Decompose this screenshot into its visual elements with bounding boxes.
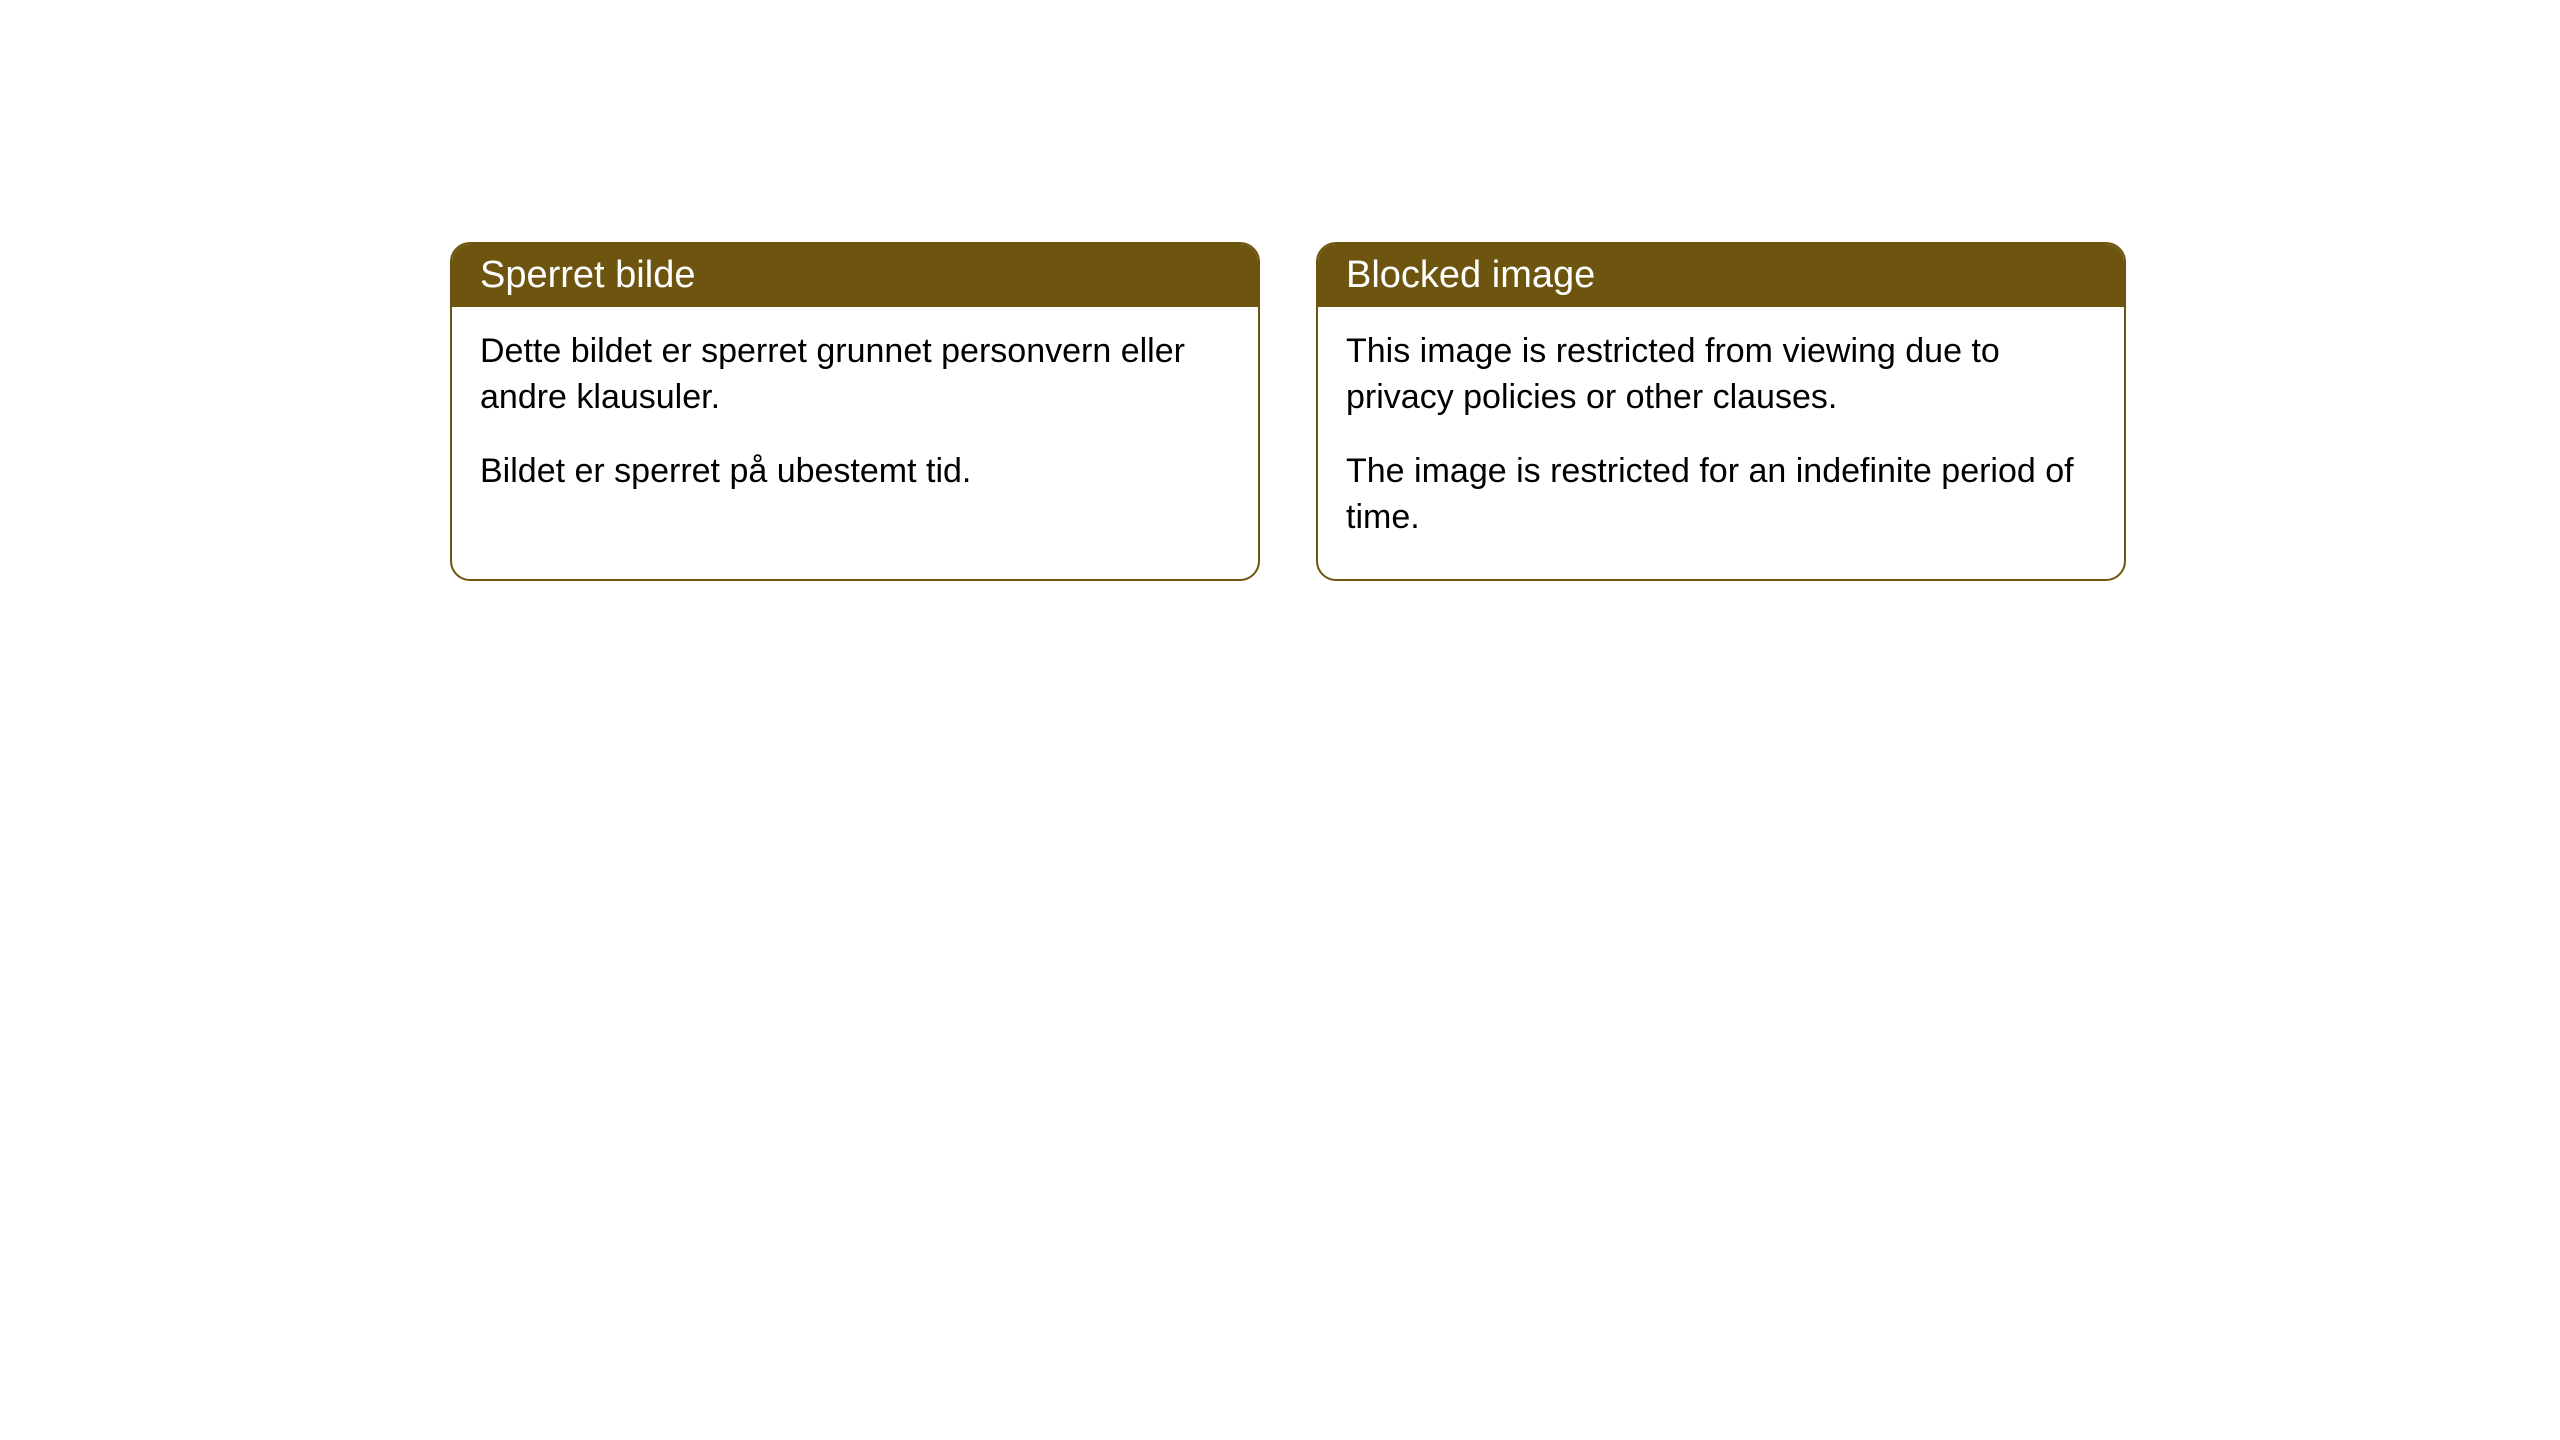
cards-container: Sperret bilde Dette bildet er sperret gr…	[450, 242, 2126, 581]
card-header-english: Blocked image	[1318, 244, 2124, 307]
card-norwegian: Sperret bilde Dette bildet er sperret gr…	[450, 242, 1260, 581]
card-paragraph-2-norwegian: Bildet er sperret på ubestemt tid.	[480, 449, 1230, 495]
card-paragraph-1-norwegian: Dette bildet er sperret grunnet personve…	[480, 329, 1230, 421]
card-paragraph-2-english: The image is restricted for an indefinit…	[1346, 449, 2096, 541]
card-body-english: This image is restricted from viewing du…	[1318, 307, 2124, 579]
card-paragraph-1-english: This image is restricted from viewing du…	[1346, 329, 2096, 421]
card-body-norwegian: Dette bildet er sperret grunnet personve…	[452, 307, 1258, 533]
card-english: Blocked image This image is restricted f…	[1316, 242, 2126, 581]
card-header-norwegian: Sperret bilde	[452, 244, 1258, 307]
